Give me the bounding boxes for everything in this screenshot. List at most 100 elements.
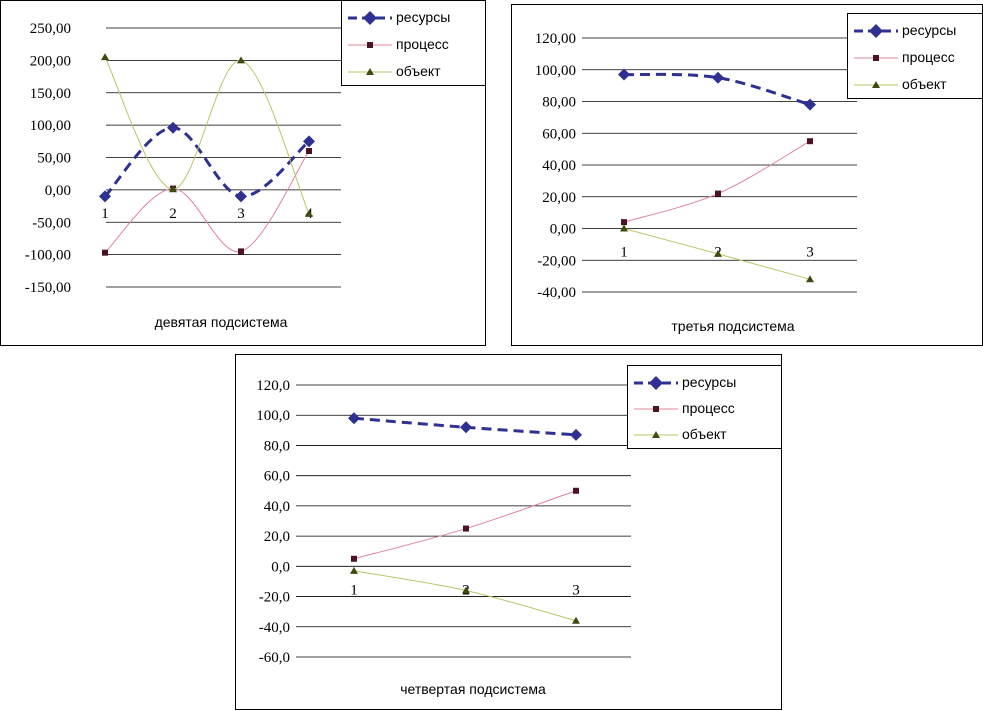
y-tick-label: 120,00 (535, 31, 576, 47)
y-tick-label: -100,00 (25, 248, 71, 264)
data-point (807, 138, 813, 145)
legend-item-process: процесс (848, 45, 982, 71)
legend-label: процесс (682, 400, 735, 416)
legend-triangle-marker-icon (634, 431, 678, 438)
series-line-1 (623, 72, 811, 107)
chart-plot: 250,00 200,00 150,00 100,00 50,00 0,00 -50,00 -… (25, 21, 341, 296)
chart-legend: ресурсы процесс объект (627, 365, 782, 449)
legend-label: процесс (902, 49, 955, 65)
data-point (102, 249, 108, 256)
legend-diamond-marker-icon (634, 376, 678, 390)
data-point (101, 53, 109, 61)
y-tick-label: 80,00 (542, 95, 576, 111)
y-tick-label: 50,00 (37, 151, 71, 167)
data-point (306, 148, 312, 155)
legend-label: ресурсы (902, 22, 957, 38)
data-point (169, 185, 177, 193)
data-point (238, 248, 244, 255)
data-point (570, 428, 582, 441)
x-tick-label: 1 (620, 245, 628, 261)
x-axis-title: девятая подсистема (154, 314, 288, 330)
chart-legend: ресурсы процесс объект (847, 13, 983, 99)
y-tick-label: 100,0 (256, 408, 290, 424)
y-tick-label: 120,0 (256, 378, 290, 394)
y-tick-label: -150,00 (25, 280, 71, 296)
x-tick-label: 3 (572, 582, 580, 598)
y-tick-label: -20,00 (537, 253, 576, 269)
x-tick-label: 3 (806, 245, 814, 261)
legend-label: объект (902, 76, 947, 92)
data-point (712, 71, 724, 84)
chart-legend: ресурсы процесс объект (341, 0, 486, 86)
data-point (350, 566, 358, 574)
legend-label: ресурсы (682, 374, 737, 390)
data-point (463, 525, 469, 532)
legend-label: процесс (396, 36, 449, 52)
x-tick-label: 1 (350, 582, 358, 598)
y-tick-label: 80,0 (264, 438, 290, 454)
data-point (351, 555, 357, 562)
series-line-2 (104, 150, 310, 254)
chart-ninth-subsystem: 250,00 200,00 150,00 100,00 50,00 0,00 -50,00 -… (0, 0, 486, 346)
y-tick-label: 40,00 (542, 158, 576, 174)
y-tick-label: 60,0 (264, 469, 290, 485)
data-point (235, 190, 247, 203)
chart-fourth-subsystem: 120,0 100,0 80,0 60,0 40,0 20,0 0,0 -20,0 -40,0 -… (235, 354, 782, 710)
y-tick-label: 40,0 (264, 499, 290, 515)
data-point (303, 135, 315, 148)
y-tick-label: 250,00 (30, 21, 71, 37)
series-line-3 (104, 56, 310, 215)
x-tick-label: 3 (237, 206, 245, 222)
y-tick-label: 0,00 (550, 222, 576, 238)
legend-square-marker-icon (348, 42, 392, 48)
data-point (715, 190, 721, 197)
legend-square-marker-icon (854, 55, 898, 61)
data-point (460, 421, 472, 434)
data-point (804, 98, 816, 111)
legend-item-object: объект (848, 72, 982, 98)
data-point (462, 586, 470, 594)
y-tick-label: 200,00 (30, 53, 71, 69)
legend-item-resources: ресурсы (342, 5, 485, 31)
y-tick-label: 20,00 (542, 190, 576, 206)
data-point (305, 209, 313, 217)
legend-item-resources: ресурсы (848, 18, 982, 44)
legend-triangle-marker-icon (348, 68, 392, 75)
y-tick-label: 100,00 (30, 118, 71, 134)
data-point (99, 190, 111, 203)
legend-diamond-marker-icon (348, 11, 392, 25)
legend-square-marker-icon (634, 406, 678, 412)
legend-item-object: объект (628, 422, 781, 448)
data-point (621, 219, 627, 226)
legend-diamond-marker-icon (854, 24, 898, 38)
data-point (572, 616, 580, 624)
y-tick-label: -20,0 (259, 590, 290, 606)
data-point (348, 412, 360, 425)
legend-item-process: процесс (342, 32, 485, 58)
y-tick-label: -50,00 (32, 215, 71, 231)
legend-item-resources: ресурсы (628, 370, 781, 396)
y-tick-label: -40,0 (259, 620, 290, 636)
series-line-2 (353, 490, 577, 560)
y-tick-label: 20,0 (264, 529, 290, 545)
data-point (167, 121, 179, 134)
y-tick-label: 150,00 (30, 86, 71, 102)
data-point (806, 275, 814, 283)
x-axis-title: четвертая подсистема (400, 681, 546, 697)
series-line-2 (623, 140, 811, 223)
x-tick-label: 2 (169, 206, 177, 222)
y-tick-label: 0,00 (45, 183, 71, 199)
y-tick-label: 60,00 (542, 126, 576, 142)
legend-label: ресурсы (396, 9, 451, 25)
data-point (620, 224, 628, 232)
y-tick-label: 0,0 (271, 559, 290, 575)
legend-label: объект (396, 63, 441, 79)
x-tick-label: 1 (101, 206, 109, 222)
y-tick-label: 100,00 (535, 63, 576, 79)
chart-plot: 120,0 100,0 80,0 60,0 40,0 20,0 0,0 -20,0 -40,0 -… (256, 378, 631, 666)
data-point (714, 249, 722, 257)
legend-item-process: процесс (628, 396, 781, 422)
chart-third-subsystem: 120,00 100,00 80,00 60,00 40,00 20,00 0,00 -20,… (511, 4, 983, 346)
legend-label: объект (682, 426, 727, 442)
data-point (237, 56, 245, 64)
